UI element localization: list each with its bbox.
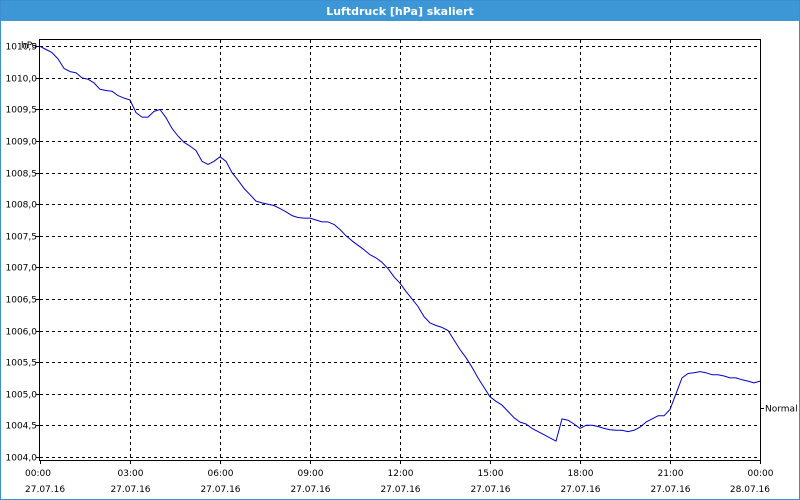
x-tick-date-label: 27.07.16 xyxy=(290,485,330,495)
pressure-series-line xyxy=(39,45,761,442)
y-tick-label: 1010,5 xyxy=(6,43,38,53)
y-tick-label: 1008,5 xyxy=(6,170,38,180)
y-tick-label: 1007,5 xyxy=(6,233,38,243)
y-tick-label: 1004,0 xyxy=(6,454,38,464)
reference-label: Normal xyxy=(765,405,798,415)
x-tick-date-label: 27.07.16 xyxy=(650,485,690,495)
x-tick-date-label: 27.07.16 xyxy=(470,485,510,495)
y-axis-unit-label: hPa xyxy=(21,41,37,51)
y-tick-label: 1006,0 xyxy=(6,328,38,338)
x-tick-date-label: 28.07.16 xyxy=(730,485,770,495)
x-tick-time-label: 12:00 xyxy=(388,469,414,479)
x-tick-time-label: 00:00 xyxy=(748,469,774,479)
y-tick-label: 1010,0 xyxy=(6,75,38,85)
y-tick-label: 1008,0 xyxy=(6,201,38,211)
y-tick-label: 1005,0 xyxy=(6,391,38,401)
x-tick-date-label: 27.07.16 xyxy=(380,485,420,495)
x-tick-date-label: 27.07.16 xyxy=(200,485,240,495)
x-tick-time-label: 09:00 xyxy=(298,469,324,479)
y-tick-label: 1007,0 xyxy=(6,264,38,274)
x-tick-time-label: 06:00 xyxy=(208,469,234,479)
x-tick-date-label: 27.07.16 xyxy=(110,485,150,495)
x-tick-date-label: 27.07.16 xyxy=(560,485,600,495)
y-tick-label: 1009,0 xyxy=(6,138,38,148)
x-tick-time-label: 15:00 xyxy=(478,469,504,479)
x-tick-time-label: 03:00 xyxy=(118,469,144,479)
x-tick-time-label: 00:00 xyxy=(25,469,51,479)
y-tick-label: 1009,5 xyxy=(6,106,38,116)
x-tick-time-label: 18:00 xyxy=(568,469,594,479)
y-tick-label: 1006,5 xyxy=(6,296,38,306)
x-tick-date-label: 27.07.16 xyxy=(25,485,65,495)
y-tick-label: 1005,5 xyxy=(6,359,38,369)
window-title: Luftdruck [hPa] skaliert xyxy=(1,1,799,21)
x-tick-time-label: 21:00 xyxy=(658,469,684,479)
y-tick-label: 1004,5 xyxy=(6,422,38,432)
